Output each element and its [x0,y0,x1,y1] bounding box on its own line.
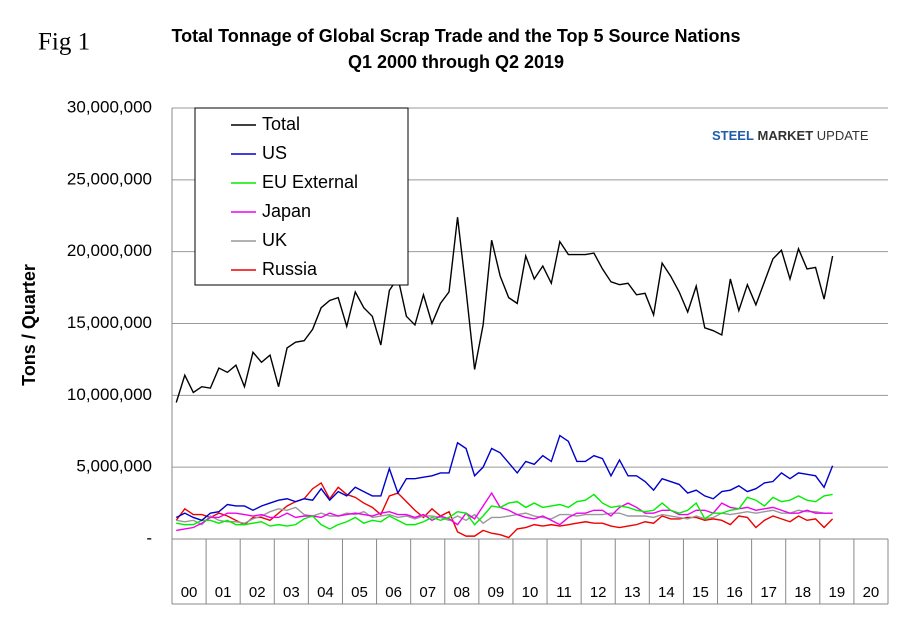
x-tick-label: 13 [624,584,641,601]
y-tick-label: 30,000,000 [67,97,152,116]
x-tick-label: 18 [794,584,811,601]
y-tick-label: - [146,528,152,547]
logo-word: MARKET [758,128,814,143]
legend-label: US [262,143,287,163]
x-tick-label: 08 [453,584,470,601]
series-line [176,494,832,528]
chart-subtitle: Q1 2000 through Q2 2019 [348,52,564,72]
x-tick-label: 09 [488,584,505,601]
x-tick-label: 14 [658,584,675,601]
x-tick-label: 02 [249,584,266,601]
x-tick-label: 20 [863,584,880,601]
x-tick-label: 03 [283,584,300,601]
y-tick-label: 10,000,000 [67,385,152,404]
x-tick-label: 01 [215,584,232,601]
chart-title: Total Tonnage of Global Scrap Trade and … [171,26,740,46]
figure-label: Fig 1 [38,29,90,56]
x-tick-label: 07 [419,584,436,601]
legend-label: Russia [262,259,318,279]
y-tick-label: 5,000,000 [76,457,152,476]
plot: - 5,000,000 10,000,000 15,000,000 20,000,000… [67,97,888,604]
x-tick-label: 06 [385,584,402,601]
x-tick-label: 12 [590,584,607,601]
x-tick-label: 00 [181,584,198,601]
y-tick-label: 25,000,000 [67,169,152,188]
x-tick-label: 10 [522,584,539,601]
logo-word: STEEL [712,128,754,143]
legend-label: EU External [262,172,358,192]
x-tick-label: 16 [726,584,743,601]
x-tick-label: 04 [317,584,334,601]
y-tick-label: 15,000,000 [67,313,152,332]
x-tick-label: 05 [351,584,368,601]
x-tick-label: 17 [760,584,777,601]
y-tick-label: 20,000,000 [67,241,152,260]
x-tick-label: 11 [556,584,572,601]
legend-label: UK [262,230,287,250]
logo: STEEL MARKET UPDATE [712,128,869,143]
x-tick-label: 15 [692,584,709,601]
legend-label: Japan [262,201,311,221]
x-tick-label: 19 [829,584,846,601]
logo-word: UPDATE [817,128,869,143]
legend-label: Total [262,114,300,134]
y-axis-label: Tons / Quarter [19,264,39,386]
legend: Total US EU External Japan UK Russia [195,108,408,285]
